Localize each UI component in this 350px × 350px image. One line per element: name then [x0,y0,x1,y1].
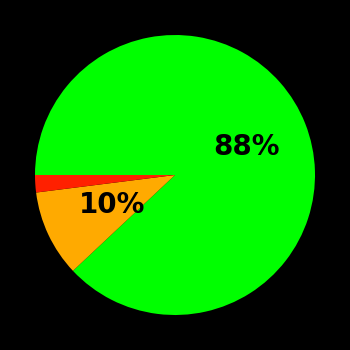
Wedge shape [36,175,175,271]
Wedge shape [35,35,315,315]
Text: 88%: 88% [214,133,280,161]
Wedge shape [35,175,175,192]
Text: 10%: 10% [78,191,145,219]
